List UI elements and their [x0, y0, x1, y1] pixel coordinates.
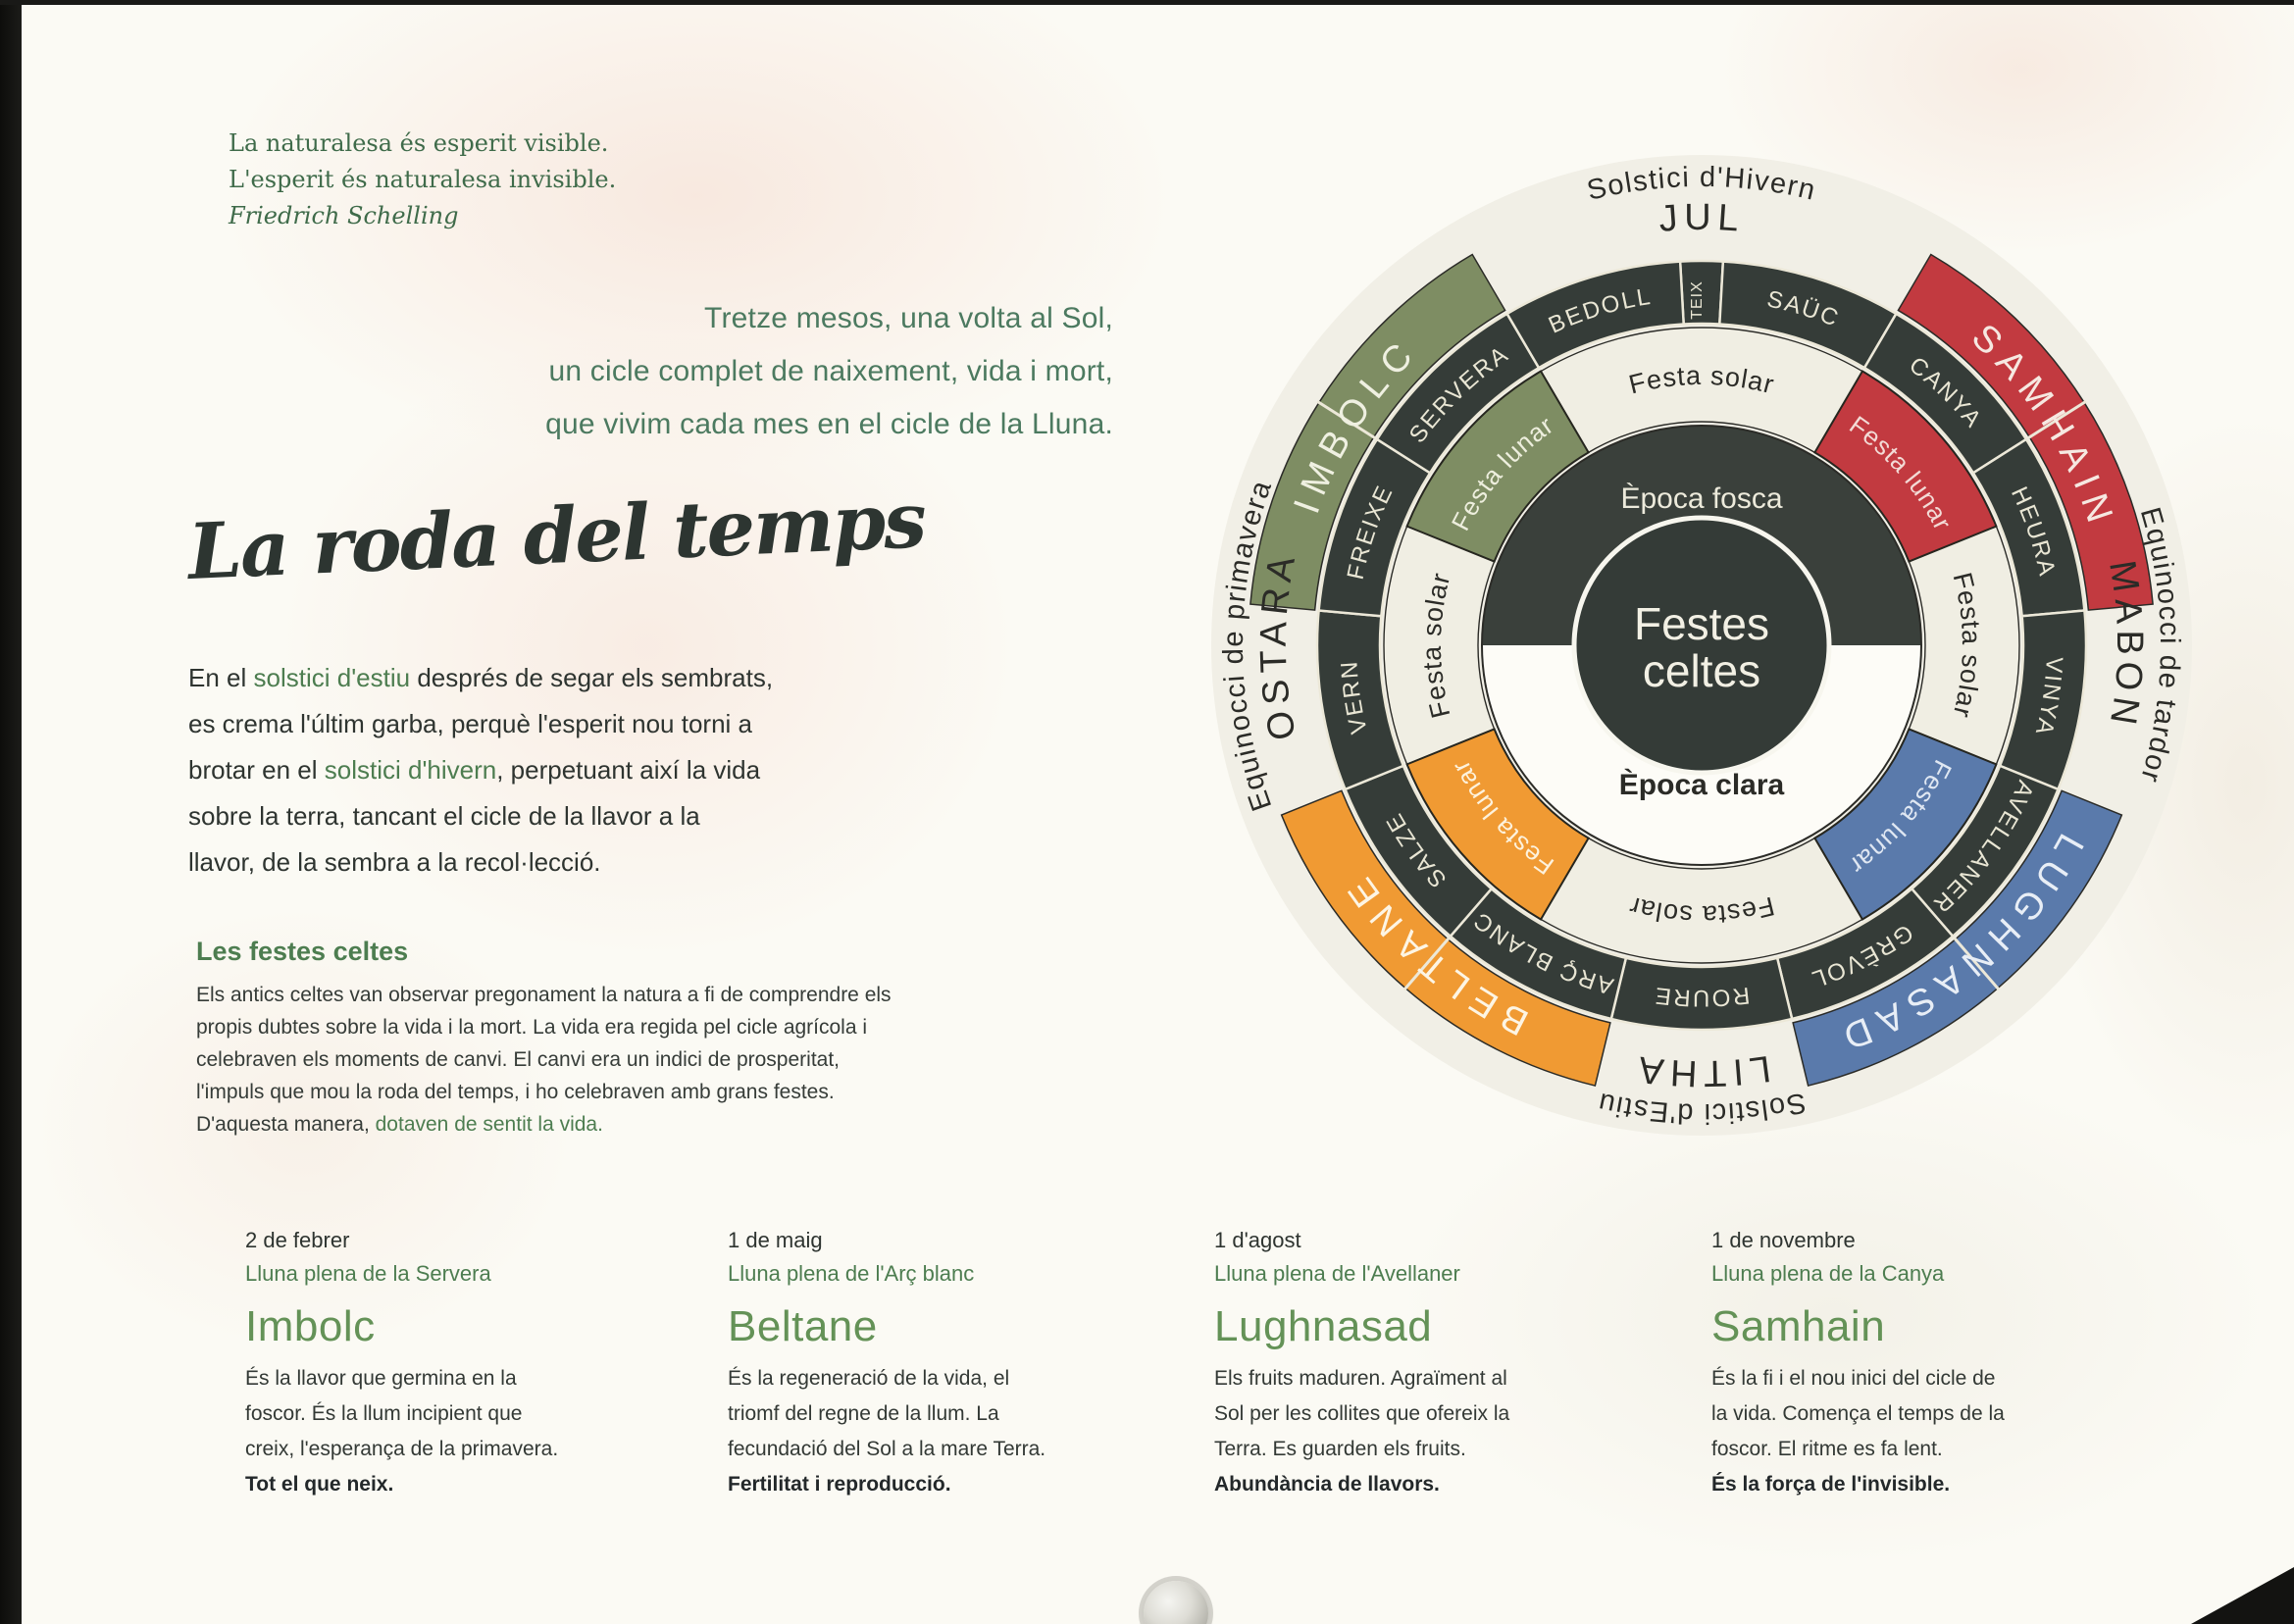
festival-moon: Lluna plena de la Canya [1711, 1261, 1945, 1286]
festival-date: 1 de maig [728, 1228, 823, 1252]
quote-line: La naturalesa és esperit visible. [229, 129, 609, 157]
wheel-core-label: Festes [1634, 598, 1769, 649]
festival-description: És la llavor que germina en la foscor. És… [245, 1367, 559, 1460]
scan-corner [2191, 1567, 2294, 1624]
festival-arc [1792, 789, 2123, 1087]
festival-title: Imbolc [245, 1302, 376, 1350]
festa-lunar-wedge [1813, 728, 1998, 921]
festival-date: 1 de novembre [1711, 1228, 1856, 1252]
festival-arc [1897, 253, 2154, 611]
festa-lunar-wedge [1405, 728, 1590, 921]
quote-line: L'esperit és naturalesa invisible. [229, 166, 617, 193]
festival-moon: Lluna plena de la Servera [245, 1261, 491, 1286]
lead-paragraph: En el solstici d'estiu després de segar … [188, 663, 774, 877]
festival-title: Lughnasad [1214, 1302, 1433, 1350]
festa-lunar-wedge [1813, 370, 1998, 563]
wheel-core-label: celtes [1643, 645, 1760, 696]
solar-festival-label: LITHA [1630, 1047, 1772, 1094]
festival-column-beltane: 1 de maig Lluna plena de l'Arç blanc Bel… [728, 1228, 1179, 1502]
festa-lunar-wedge [1405, 370, 1590, 563]
festival-description: És la regeneració de la vida, el triomf d… [728, 1367, 1046, 1460]
festival-moon: Lluna plena de l'Avellaner [1214, 1261, 1460, 1286]
festival-column-samhain: 1 de novembre Lluna plena de la Canya Sa… [1711, 1228, 2163, 1502]
festival-description: Els fruits maduren. Agraïment al Sol per … [1214, 1367, 1510, 1460]
festival-keyphrase: Abundància de llavors. [1214, 1473, 1440, 1496]
tree-month-label: TEIX [1689, 280, 1706, 320]
intro-line: Tretze mesos, una volta al Sol, [704, 302, 1113, 334]
quote-author: Friedrich Schelling [229, 202, 459, 229]
intro-line: que vivim cada mes en el cicle de la Llu… [545, 408, 1113, 440]
scan-edge-top [0, 0, 2294, 5]
festival-arc [1280, 789, 1611, 1087]
festival-column-imbolc: 2 de febrer Lluna plena de la Servera Im… [245, 1228, 696, 1502]
binding-hole [1144, 1581, 1208, 1624]
intro-line: un cicle complet de naixement, vida i mo… [548, 355, 1113, 387]
festival-title: Beltane [728, 1302, 878, 1350]
wheel-core [1571, 515, 1832, 776]
festival-keyphrase: És la força de l'invisible. [1711, 1473, 1951, 1496]
festival-title: Samhain [1711, 1302, 1886, 1350]
tree-month-segment [1504, 260, 1686, 370]
festival-keyphrase: Tot el que neix. [245, 1473, 394, 1496]
festival-date: 2 de febrer [245, 1228, 350, 1252]
scan-edge-left [0, 0, 22, 1624]
solar-festival-label: JUL [1657, 197, 1746, 240]
festival-description: És la fi i el nou inici del cicle de la v… [1711, 1367, 2005, 1460]
festival-date: 1 d'agost [1214, 1228, 1301, 1252]
festival-arc [1249, 253, 1506, 611]
section-paragraph: Els antics celtes van observar pregoname… [196, 984, 892, 1136]
epigraph-quote: La naturalesa és esperit visible. L'espe… [229, 126, 616, 234]
celtic-wheel-diagram: Solstici d'Hivern Equinocci de tardor Sols… [1162, 106, 2241, 1185]
festival-keyphrase: Fertilitat i reproducció. [728, 1473, 951, 1496]
epoch-dark-label: Època fosca [1620, 482, 1782, 515]
tree-month-label: ROURE [1653, 982, 1752, 1011]
festival-column-lughnasad: 1 d'agost Lluna plena de l'Avellaner Lug… [1214, 1228, 1665, 1502]
epoch-light-label: Època clara [1619, 768, 1785, 801]
section-heading: Les festes celtes [196, 937, 409, 966]
festival-moon: Lluna plena de l'Arç blanc [728, 1261, 975, 1286]
intro-text: Tretze mesos, una volta al Sol, un cicle… [412, 292, 1113, 451]
page-title: La roda del temps [186, 476, 927, 597]
